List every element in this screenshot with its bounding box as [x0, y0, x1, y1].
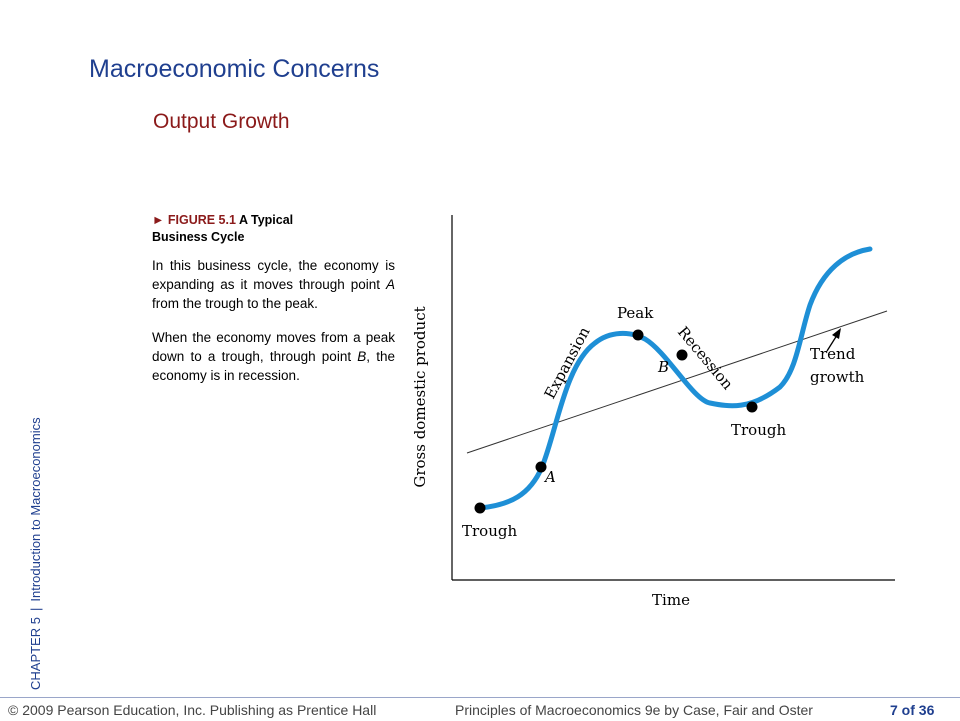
- chapter-number: CHAPTER 5: [28, 617, 43, 690]
- point-a: [535, 461, 547, 473]
- figure-title-line1: A Typical: [238, 213, 294, 227]
- peak-label: Peak: [617, 304, 654, 322]
- x-axis-label: Time: [652, 591, 690, 609]
- figure-caption: ► FIGURE 5.1 A Typical Business Cycle: [152, 212, 392, 246]
- footer: © 2009 Pearson Education, Inc. Publishin…: [0, 697, 960, 721]
- figure-title-line2: Business Cycle: [152, 230, 245, 244]
- trend-label-line2: growth: [810, 368, 865, 386]
- slide-title: Macroeconomic Concerns: [89, 55, 380, 83]
- trend-line: [466, 310, 888, 454]
- figure-number: FIGURE 5.1: [167, 213, 236, 227]
- trough-left-point: [474, 502, 486, 514]
- trough-left-label: Trough: [462, 522, 517, 540]
- slide-subtitle: Output Growth: [153, 110, 290, 133]
- business-cycle-diagram: Gross domestic product Time Peak Expansi…: [411, 215, 895, 609]
- point-b: [676, 349, 688, 361]
- footer-copyright: © 2009 Pearson Education, Inc. Publishin…: [8, 702, 377, 718]
- figure-description: In this business cycle, the economy is e…: [152, 256, 395, 400]
- trough-right-label: Trough: [731, 421, 786, 439]
- trend-arrow-head: [832, 328, 841, 339]
- business-cycle-curve: [477, 246, 873, 511]
- figure-paragraph-1: In this business cycle, the economy is e…: [152, 258, 395, 311]
- trend-label-line1: Trend: [810, 345, 856, 363]
- point-a-label: A: [543, 468, 556, 486]
- page-number: 7 of 36: [890, 702, 935, 718]
- point-b-label: B: [657, 358, 669, 376]
- play-triangle-icon: ►: [152, 213, 165, 227]
- chapter-topic: Introduction to Macroeconomics: [28, 417, 43, 602]
- chapter-sidebar-text: CHAPTER 5|Introduction to Macroeconomics: [28, 417, 43, 690]
- peak-point: [632, 329, 644, 341]
- footer-book-title: Principles of Macroeconomics 9e by Case,…: [455, 702, 813, 718]
- y-axis-label: Gross domestic product: [411, 306, 429, 487]
- trough-right-point: [746, 401, 758, 413]
- figure-paragraph-2: When the economy moves from a peak down …: [152, 330, 395, 383]
